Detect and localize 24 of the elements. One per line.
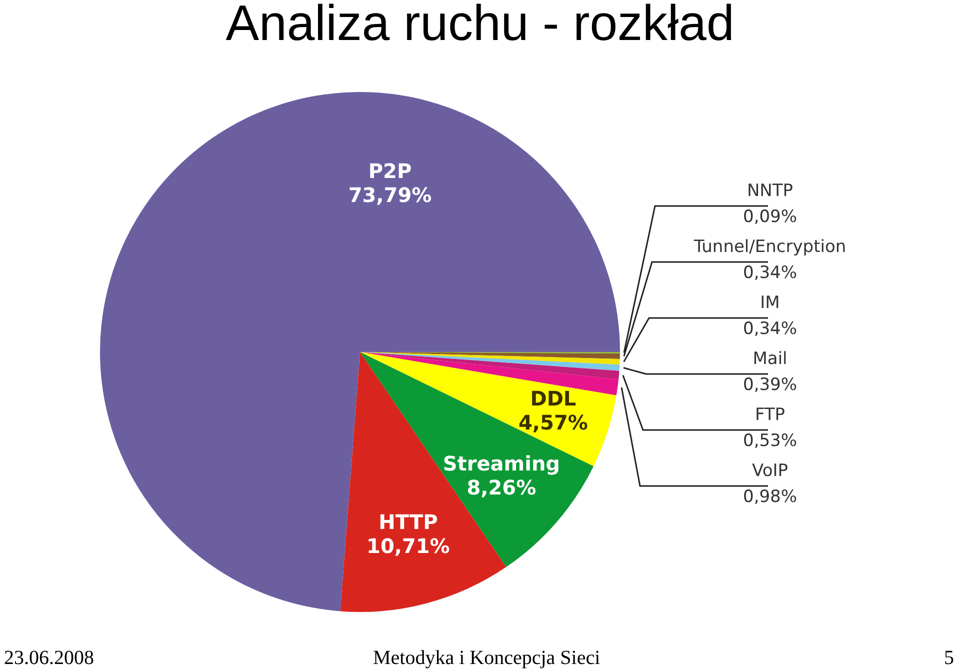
text: Metodyka i Koncepcja Sieci [373, 647, 600, 670]
text: 5 [944, 647, 954, 670]
data-label: 0,34% [742, 263, 798, 283]
slice-label: P2P [368, 159, 412, 183]
chart-title: Analiza ruchu - rozkład [224, 0, 736, 52]
data-label: 73,79% [348, 183, 432, 207]
slice-label: Streaming [442, 452, 560, 476]
slice-label: NNTP [746, 181, 794, 201]
data-label: 0,53% [742, 431, 798, 451]
data-label: 0,09% [742, 207, 798, 227]
slice-label: IM [760, 293, 780, 313]
data-label: 4,57% [518, 410, 588, 434]
slice-label: FTP [754, 405, 786, 425]
slice-label: Tunnel/Encryption [692, 237, 846, 257]
data-label: 0,34% [742, 319, 798, 339]
data-label: 10,71% [366, 534, 450, 558]
data-label: 0,98% [742, 487, 798, 507]
slice-label: DDL [530, 386, 576, 410]
data-label: 0,39% [742, 375, 798, 395]
text: 23.06.2008 [4, 647, 94, 670]
slice-label: VoIP [752, 461, 788, 481]
slice-label: HTTP [378, 510, 438, 534]
data-label: 8,26% [466, 476, 536, 500]
slice-label: Mail [752, 349, 788, 369]
